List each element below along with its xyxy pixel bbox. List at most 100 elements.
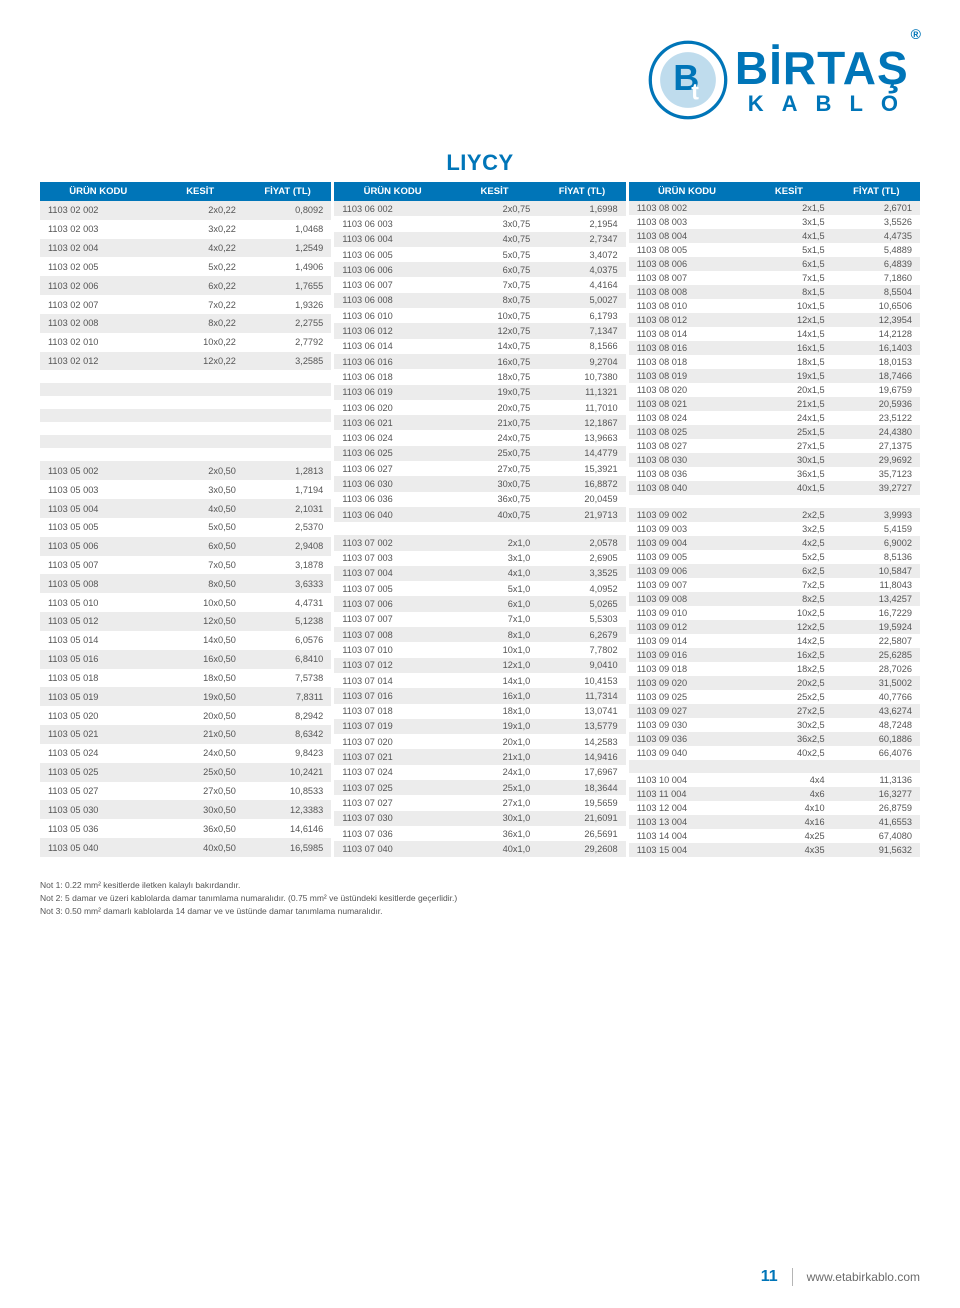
- svg-text:t: t: [691, 79, 699, 105]
- cell-code: 1103 08 036: [629, 467, 746, 481]
- cell-price: 10,5847: [833, 564, 920, 578]
- cell-code: 1103 05 019: [40, 687, 157, 706]
- table-row: 1103 07 01212x1,09,0410: [334, 658, 625, 673]
- table-row: 1103 07 01919x1,013,5779: [334, 719, 625, 734]
- table-row: 1103 09 03636x2,560,1886: [629, 732, 920, 746]
- cell-price: 2,2755: [244, 314, 331, 333]
- cell-section: 12x1,5: [745, 313, 832, 327]
- cell-price: 26,8759: [833, 801, 920, 815]
- table-row: 1103 09 0055x2,58,5136: [629, 550, 920, 564]
- cell-code: 1103 09 006: [629, 564, 746, 578]
- cell-price: 4,4731: [244, 593, 331, 612]
- cell-price: 6,1793: [538, 308, 625, 323]
- cell-price: 10,7380: [538, 369, 625, 384]
- cell-price: 7,1347: [538, 323, 625, 338]
- cell-section: 4x0,22: [157, 239, 244, 258]
- empty-cell: [40, 409, 331, 422]
- cell-price: 8,1566: [538, 339, 625, 354]
- cell-price: 1,9326: [244, 295, 331, 314]
- cell-code: 1103 08 018: [629, 355, 746, 369]
- cell-price: 6,2679: [538, 627, 625, 642]
- cell-code: 1103 09 016: [629, 648, 746, 662]
- cell-code: 1103 07 002: [334, 535, 451, 550]
- table-row: 1103 09 0077x2,511,8043: [629, 578, 920, 592]
- cell-section: 4x10: [745, 801, 832, 815]
- cell-code: 1103 07 004: [334, 566, 451, 581]
- cell-section: 4x16: [745, 815, 832, 829]
- cell-price: 7,8311: [244, 687, 331, 706]
- cell-section: 18x2,5: [745, 662, 832, 676]
- col-header-price: FİYAT (TL): [538, 182, 625, 201]
- cell-code: 1103 05 014: [40, 631, 157, 650]
- table-row: 1103 06 02727x0,7515,3921: [334, 461, 625, 476]
- cell-section: 18x0,50: [157, 669, 244, 688]
- cell-code: 1103 09 002: [629, 508, 746, 522]
- cell-code: 1103 08 027: [629, 439, 746, 453]
- col-header-section: KESİT: [451, 182, 538, 201]
- cell-section: 40x0,50: [157, 838, 244, 857]
- cell-section: 7x2,5: [745, 578, 832, 592]
- cell-code: 1103 09 005: [629, 550, 746, 564]
- cell-code: 1103 08 019: [629, 369, 746, 383]
- cell-price: 11,8043: [833, 578, 920, 592]
- cell-price: 3,1878: [244, 556, 331, 575]
- footer-separator: [792, 1268, 793, 1286]
- cell-section: 24x1,5: [745, 411, 832, 425]
- table-row: 1103 07 04040x1,029,2608: [334, 841, 625, 857]
- cell-price: 13,9663: [538, 430, 625, 445]
- table-row: 1103 08 02525x1,524,4380: [629, 425, 920, 439]
- cell-section: 5x0,50: [157, 518, 244, 537]
- table-row: [629, 495, 920, 508]
- col-header-section: KESİT: [157, 182, 244, 201]
- cell-section: 25x0,50: [157, 763, 244, 782]
- cell-section: 3x2,5: [745, 522, 832, 536]
- cell-section: 3x1,0: [451, 551, 538, 566]
- cell-code: 1103 07 018: [334, 704, 451, 719]
- table-row: 1103 07 0022x1,02,0578: [334, 535, 625, 550]
- table-row: [334, 522, 625, 535]
- cell-price: 1,2813: [244, 461, 331, 480]
- cell-code: 1103 02 005: [40, 257, 157, 276]
- table-row: 1103 15 0044x3591,5632: [629, 843, 920, 857]
- table-row: 1103 07 03636x1,026,5691: [334, 826, 625, 841]
- cell-code: 1103 08 030: [629, 453, 746, 467]
- cell-price: 35,7123: [833, 467, 920, 481]
- cell-section: 21x1,5: [745, 397, 832, 411]
- cell-code: 1103 10 004: [629, 773, 746, 787]
- cell-price: 5,0027: [538, 293, 625, 308]
- table-row: [40, 383, 331, 396]
- table-row: 1103 09 0022x2,53,9993: [629, 508, 920, 522]
- cell-section: 2x0,22: [157, 201, 244, 220]
- cell-section: 19x1,5: [745, 369, 832, 383]
- cell-section: 14x0,75: [451, 339, 538, 354]
- cell-code: 1103 06 024: [334, 430, 451, 445]
- cell-code: 1103 05 030: [40, 800, 157, 819]
- table-body-2: 1103 06 0022x0,751,69981103 06 0033x0,75…: [334, 201, 625, 857]
- cell-section: 8x2,5: [745, 592, 832, 606]
- cell-code: 1103 05 020: [40, 706, 157, 725]
- cell-section: 36x2,5: [745, 732, 832, 746]
- table-row: 1103 08 0044x1,54,4735: [629, 229, 920, 243]
- cell-code: 1103 07 027: [334, 795, 451, 810]
- cell-section: 8x0,22: [157, 314, 244, 333]
- cell-section: 4x2,5: [745, 536, 832, 550]
- cell-section: 2x0,75: [451, 201, 538, 216]
- cell-price: 16,1403: [833, 341, 920, 355]
- cell-price: 7,1860: [833, 271, 920, 285]
- table-body-3: 1103 08 0022x1,52,67011103 08 0033x1,53,…: [629, 201, 920, 857]
- table-row: 1103 07 01818x1,013,0741: [334, 704, 625, 719]
- cell-code: 1103 05 004: [40, 499, 157, 518]
- cell-price: 48,7248: [833, 718, 920, 732]
- cell-code: 1103 05 018: [40, 669, 157, 688]
- cell-code: 1103 05 027: [40, 782, 157, 801]
- table-row: 1103 06 01212x0,757,1347: [334, 323, 625, 338]
- cell-section: 18x0,75: [451, 369, 538, 384]
- cell-price: 12,3954: [833, 313, 920, 327]
- cell-code: 1103 07 007: [334, 612, 451, 627]
- cell-code: 1103 06 030: [334, 476, 451, 491]
- cell-price: 2,1031: [244, 499, 331, 518]
- cell-price: 43,6274: [833, 704, 920, 718]
- table-row: 1103 07 01010x1,07,7802: [334, 642, 625, 657]
- table-row: 1103 05 0066x0,502,9408: [40, 537, 331, 556]
- cell-code: 1103 08 012: [629, 313, 746, 327]
